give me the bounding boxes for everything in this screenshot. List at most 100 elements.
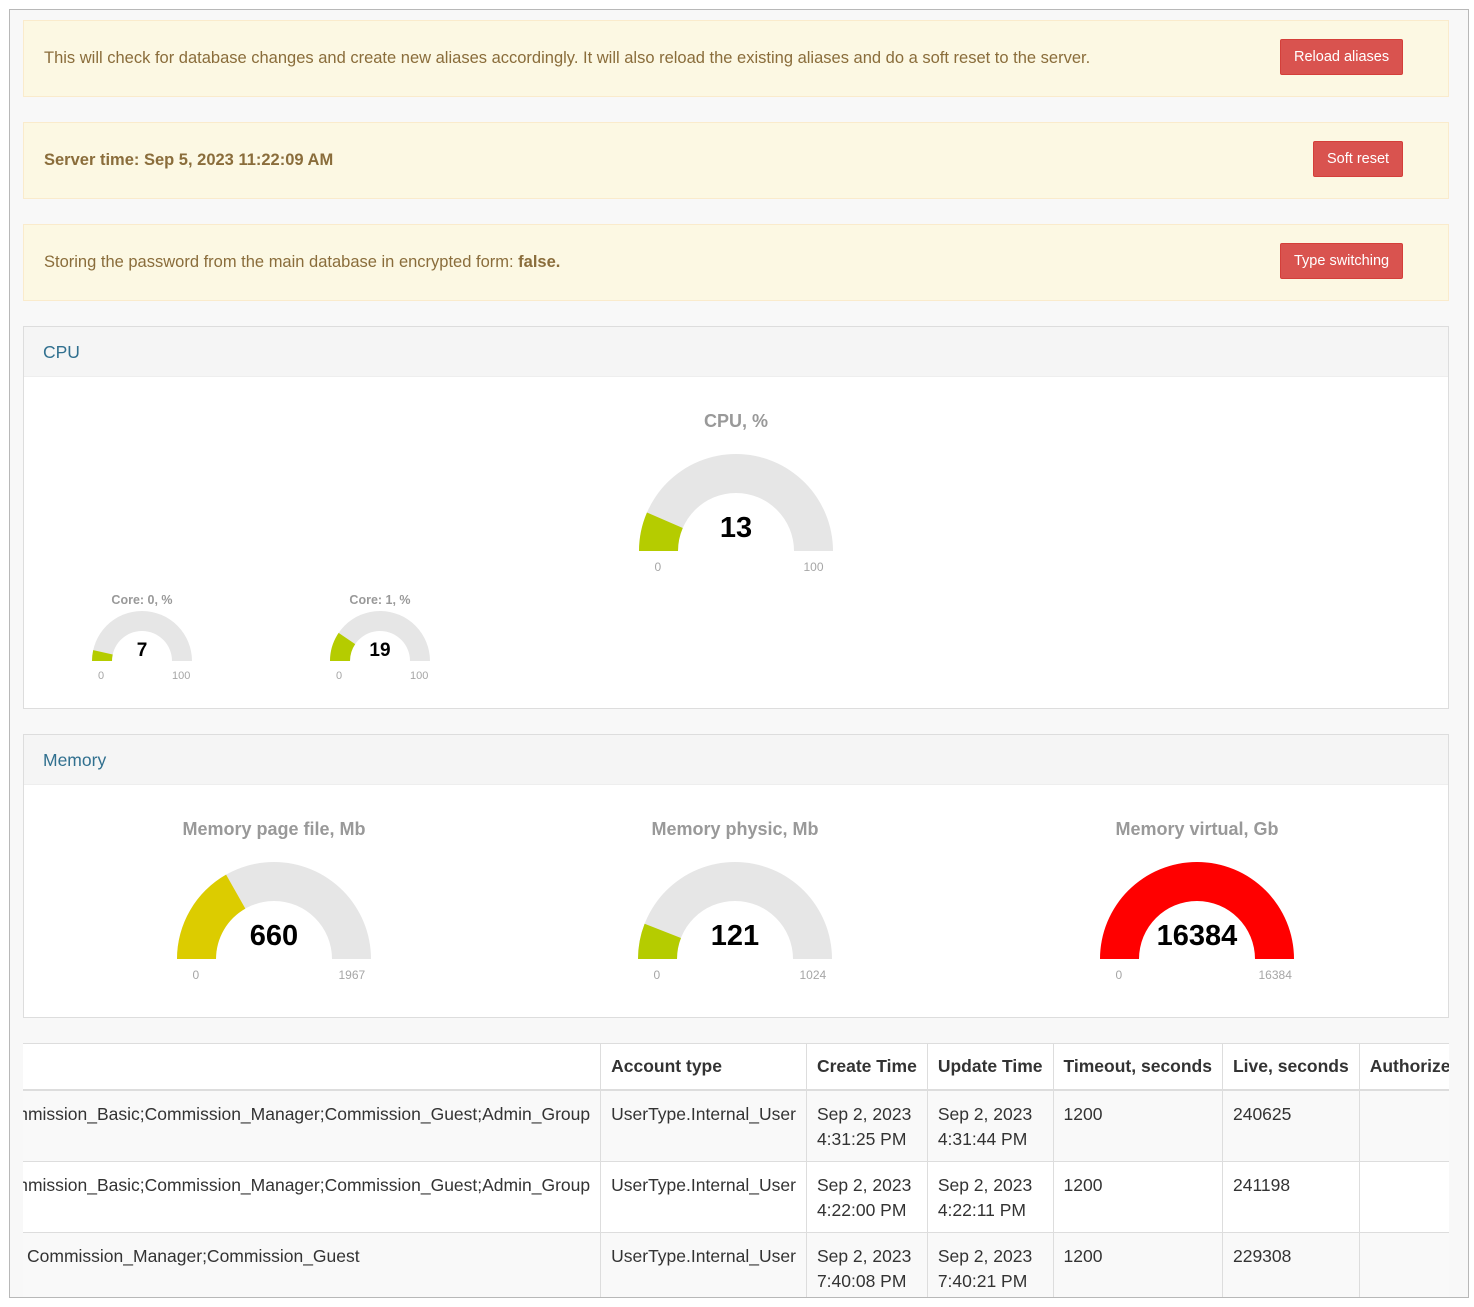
table-row[interactable]: Commission_Manager;Commission_Guest User… [23,1231,1449,1297]
update-clock: 4:31:44 PM [937,1129,1028,1149]
server-time-label: Server time: Sep 5, 2023 11:22:09 AM [44,151,334,169]
column-header-authorized: Authorized [1359,1044,1449,1091]
cell-create-time: Sep 2, 2023 4:31:25 PM [806,1089,928,1161]
column-header-update-time: Update Time [927,1044,1054,1091]
cell-timeout: 1200 [1053,1160,1223,1232]
gauge-min-label: 0 [653,968,661,982]
reload-aliases-alert: This will check for database changes and… [23,20,1449,97]
reload-aliases-message: This will check for database changes and… [44,49,1091,67]
memory-panel: Memory Memory page file, Mb 660 0 1967 Memo… [23,734,1449,1018]
gauge-title: Core: 0, % [111,593,173,607]
gauge-fill [638,923,681,959]
gauge-fill [330,632,356,661]
type-switching-button[interactable]: Type switching [1280,243,1404,279]
cell-account-type: UserType.Internal_User [600,1231,807,1297]
gauge-min-label: 0 [1115,968,1123,982]
password-encryption-prefix: Storing the password from the main datab… [44,253,519,271]
gauge-min-label: 0 [654,560,662,574]
cell-roles: Commission_Basic;Commission_Manager;Comm… [23,1089,602,1161]
column-header-account-type: Account type [600,1044,807,1091]
password-encryption-message: Storing the password from the main datab… [44,225,560,300]
gauge-max-label: 1967 [338,968,366,982]
gauge-title: Core: 1, % [349,593,411,607]
gauge-max-label: 100 [410,670,429,682]
gauge-title: Memory page file, Mb [182,819,366,839]
gauge-title: Memory virtual, Gb [1115,819,1279,839]
gauge-track [330,610,430,661]
cell-live: 241198 [1222,1160,1360,1232]
gauge-max-label: 100 [803,560,824,574]
gauge-min-label: 0 [98,670,105,682]
cell-live: 240625 [1222,1089,1360,1161]
memory-virtual-gauge: Memory virtual, Gb 16384 0 16384 [1087,819,1307,989]
cell-timeout: 1200 [1053,1089,1223,1161]
gauge-track [92,610,192,661]
cell-account-type: UserType.Internal_User [600,1160,807,1232]
cell-update-time: Sep 2, 2023 4:22:11 PM [927,1160,1054,1232]
cell-authorized [1359,1231,1449,1297]
gauge-track [639,453,833,551]
gauge-title: Memory physic, Mb [651,819,819,839]
memory-physic-gauge: Memory physic, Mb 121 0 1024 [625,819,845,989]
create-date: Sep 2, 2023 [816,1245,912,1266]
page-frame: This will check for database changes and… [9,9,1469,1298]
cpu-core-1-gauge: Core: 1, % 19 0 100 [320,593,440,693]
cell-create-time: Sep 2, 2023 4:22:00 PM [806,1160,928,1232]
sessions-table-container[interactable]: Account type Create Time Update Time Tim… [23,1043,1449,1297]
gauge-min-label: 0 [336,670,343,682]
create-clock: 4:22:00 PM [816,1199,907,1220]
update-date: Sep 2, 2023 [937,1104,1033,1124]
gauge-value: 13 [719,512,753,544]
cell-create-time: Sep 2, 2023 7:40:08 PM [806,1231,928,1297]
column-header-timeout: Timeout, seconds [1053,1044,1223,1091]
cell-authorized [1359,1089,1449,1161]
gauge-value: 660 [249,920,299,952]
cpu-panel: CPU CPU, % 13 0 100 Core: 0, % 7 0 100 Core: 1… [23,326,1449,709]
cpu-total-gauge: CPU, % 13 0 100 [626,411,846,581]
gauge-track [638,861,832,959]
server-time-alert: Server time: Sep 5, 2023 11:22:09 AM Sof… [23,122,1449,199]
gauge-max-label: 1024 [799,968,827,982]
update-date: Sep 2, 2023 [937,1174,1033,1195]
create-clock: 4:31:25 PM [816,1129,907,1149]
gauge-arc [92,610,192,661]
create-date: Sep 2, 2023 [816,1174,912,1195]
gauge-arc [1100,861,1294,959]
gauge-arc [638,861,832,959]
memory-panel-heading: Memory [24,735,1448,785]
update-clock: 4:22:11 PM [937,1199,1027,1220]
gauge-max-label: 100 [172,670,191,682]
password-encryption-alert: Storing the password from the main datab… [23,224,1449,301]
cell-authorized [1359,1160,1449,1232]
gauge-max-label: 16384 [1258,968,1292,982]
gauge-fill [1100,861,1294,959]
gauge-arc [177,861,371,959]
update-date: Sep 2, 2023 [937,1245,1033,1266]
column-header-roles [23,1044,602,1091]
table-row[interactable]: Commission_Basic;Commission_Manager;Comm… [23,1089,1449,1161]
cpu-core-0-gauge: Core: 0, % 7 0 100 [82,593,202,693]
cell-update-time: Sep 2, 2023 4:31:44 PM [927,1089,1054,1161]
gauge-arc [330,610,430,661]
password-encryption-value: false. [518,253,561,271]
cell-roles: Commission_Basic;Commission_Manager;Comm… [23,1160,602,1232]
cell-timeout: 1200 [1053,1231,1223,1297]
gauge-fill [92,650,113,661]
sessions-table: Account type Create Time Update Time Tim… [23,1044,1449,1297]
cell-roles: Commission_Manager;Commission_Guest [23,1231,602,1297]
create-date: Sep 2, 2023 [816,1104,912,1124]
table-row[interactable]: Commission_Basic;Commission_Manager;Comm… [23,1160,1449,1232]
gauge-value: 121 [710,920,760,952]
gauge-value: 7 [136,640,148,661]
column-header-live: Live, seconds [1222,1044,1360,1091]
update-clock: 7:40:21 PM [937,1270,1028,1291]
gauge-min-label: 0 [192,968,200,982]
soft-reset-button[interactable]: Soft reset [1313,141,1404,177]
create-clock: 7:40:08 PM [816,1270,907,1291]
column-header-create-time: Create Time [806,1044,928,1091]
gauge-title: CPU, % [703,411,768,431]
reload-aliases-button[interactable]: Reload aliases [1280,39,1404,75]
cell-account-type: UserType.Internal_User [600,1089,807,1161]
gauge-value: 19 [369,640,391,661]
cpu-panel-heading: CPU [24,327,1448,377]
